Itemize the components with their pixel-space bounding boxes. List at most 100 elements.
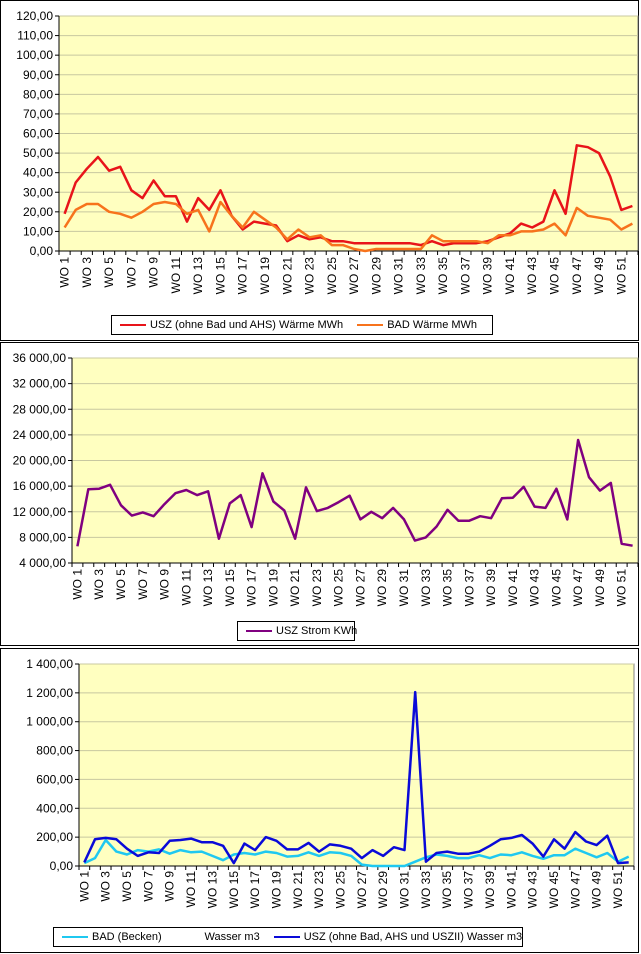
x-tick-label: WO 49	[593, 569, 607, 607]
y-tick-label: 800,00	[36, 744, 73, 758]
legend-item: BAD Wärme MWh	[357, 319, 477, 331]
y-tick-label: 400,00	[36, 801, 73, 815]
x-tick-label: WO 31	[397, 569, 411, 607]
legend-item: USZ Strom KWh	[246, 625, 357, 637]
x-tick-label: WO 15	[213, 257, 227, 295]
legend-swatch	[246, 630, 272, 632]
x-tick-label: WO 43	[526, 871, 540, 909]
series-line	[83, 690, 629, 865]
y-tick-label: 60,00	[23, 127, 53, 141]
series-line	[76, 438, 633, 547]
x-tick-label: WO 1	[77, 871, 91, 902]
x-tick-label: WO 7	[141, 871, 155, 902]
x-tick-label: WO 5	[120, 871, 134, 902]
y-tick-label: 8 000,00	[19, 530, 66, 544]
x-tick-label: WO 27	[347, 257, 361, 295]
x-tick-label: WO 47	[568, 871, 582, 909]
x-tick-label: WO 45	[547, 871, 561, 909]
y-tick-label: 120,00	[16, 9, 53, 23]
legend-label: BAD (Becken) Wasser m3	[92, 931, 260, 943]
x-tick-label: WO 17	[236, 257, 250, 295]
x-tick-label: WO 35	[436, 257, 450, 295]
x-tick-label: WO 17	[248, 871, 262, 909]
y-tick-label: 1 000,00	[26, 715, 73, 729]
x-tick-label: WO 19	[258, 257, 272, 295]
x-tick-label: WO 3	[80, 257, 94, 288]
y-tick-label: 100,00	[16, 48, 53, 62]
legend-label: BAD Wärme MWh	[387, 319, 478, 331]
legend-swatch	[62, 936, 88, 938]
x-tick-label: WO 13	[205, 871, 219, 909]
legend-swatch	[120, 324, 146, 326]
chart-panel-power: 4 000,00 8 000,00 12 000,00 16 000,00 20 000…	[0, 342, 639, 646]
y-tick-label: 0,00	[30, 244, 54, 258]
chart-panel-water: 0,00 200,00 400,00 600,00 800,00 1 000,00 1 20…	[0, 648, 639, 953]
y-tick-label: 16 000,00	[13, 479, 67, 493]
x-tick-label: WO 1	[70, 569, 84, 600]
x-tick-label: WO 5	[114, 569, 128, 600]
x-tick-label: WO 39	[483, 871, 497, 909]
x-tick-label: WO 29	[369, 257, 383, 295]
x-tick-label: WO 47	[570, 257, 584, 295]
x-tick-label: WO 41	[506, 569, 520, 607]
y-tick-label: 50,00	[23, 146, 53, 160]
x-tick-label: WO 11	[179, 569, 193, 606]
legend-label: USZ (ohne Bad, AHS und USZII) Wasser m3	[303, 931, 523, 943]
legend-swatch	[273, 936, 300, 938]
x-tick-label: WO 39	[484, 569, 498, 607]
plot-area	[78, 663, 635, 867]
x-tick-label: WO 37	[462, 871, 476, 909]
x-tick-label: WO 9	[158, 569, 172, 600]
legend-item: USZ (ohne Bad und AHS) Wärme MWh	[120, 319, 343, 331]
x-tick-label: WO 9	[163, 871, 177, 902]
legend-label: USZ Strom KWh	[276, 625, 358, 637]
legend-heat: USZ (ohne Bad und AHS) Wärme MWh BAD Wär…	[111, 315, 493, 335]
x-tick-label: WO 43	[528, 569, 542, 607]
x-tick-label: WO 9	[147, 257, 161, 288]
x-tick-label: WO 37	[462, 569, 476, 607]
series-line	[83, 838, 630, 868]
x-tick-label: WO 29	[375, 569, 389, 607]
y-tick-label: 12 000,00	[13, 505, 67, 519]
x-tick-label: WO 51	[614, 257, 628, 295]
x-tick-label: WO 49	[592, 257, 606, 295]
x-tick-label: WO 33	[419, 569, 433, 607]
x-tick-label: WO 21	[288, 569, 302, 607]
x-tick-label: WO 25	[332, 569, 346, 607]
x-tick-label: WO 23	[310, 569, 324, 607]
y-tick-label: 40,00	[23, 166, 53, 180]
x-tick-label: WO 45	[547, 257, 561, 295]
x-tick-label: WO 25	[333, 871, 347, 909]
x-tick-label: WO 5	[102, 257, 116, 288]
series-line	[63, 200, 633, 253]
x-tick-label: WO 35	[441, 569, 455, 607]
x-tick-label: WO 11	[169, 257, 183, 294]
x-tick-label: WO 23	[312, 871, 326, 909]
x-tick-label: WO 11	[184, 871, 198, 908]
x-tick-label: WO 27	[353, 569, 367, 607]
x-tick-label: WO 3	[92, 569, 106, 600]
x-tick-label: WO 37	[458, 257, 472, 295]
y-tick-label: 28 000,00	[13, 402, 67, 416]
x-tick-label: WO 7	[124, 257, 138, 288]
x-tick-label: WO 13	[201, 569, 215, 607]
x-tick-label: WO 35	[440, 871, 454, 909]
x-tick-label: WO 17	[245, 569, 259, 607]
y-tick-label: 36 000,00	[13, 351, 67, 365]
legend-item: USZ (ohne Bad, AHS und USZII) Wasser m3	[273, 931, 523, 943]
x-tick-label: WO 33	[414, 257, 428, 295]
y-tick-label: 0,00	[50, 859, 74, 873]
legend-water: BAD (Becken) Wasser m3 USZ (ohne Bad, AH…	[53, 927, 523, 947]
x-tick-label: WO 31	[398, 871, 412, 909]
y-tick-label: 24 000,00	[13, 428, 67, 442]
x-tick-label: WO 41	[503, 257, 517, 295]
x-tick-label: WO 1	[58, 257, 72, 288]
y-tick-label: 10,00	[23, 224, 53, 238]
x-tick-label: WO 41	[504, 871, 518, 909]
x-tick-label: WO 7	[136, 569, 150, 600]
legend-label: USZ (ohne Bad und AHS) Wärme MWh	[150, 319, 344, 331]
y-tick-label: 1 400,00	[26, 657, 73, 671]
chart-heat: 0,00 10,00 20,00 30,00 40,00 50,00 60,00 70,00 8…	[16, 9, 639, 295]
legend-item: BAD (Becken) Wasser m3	[62, 931, 260, 943]
x-tick-label: WO 21	[291, 871, 305, 909]
